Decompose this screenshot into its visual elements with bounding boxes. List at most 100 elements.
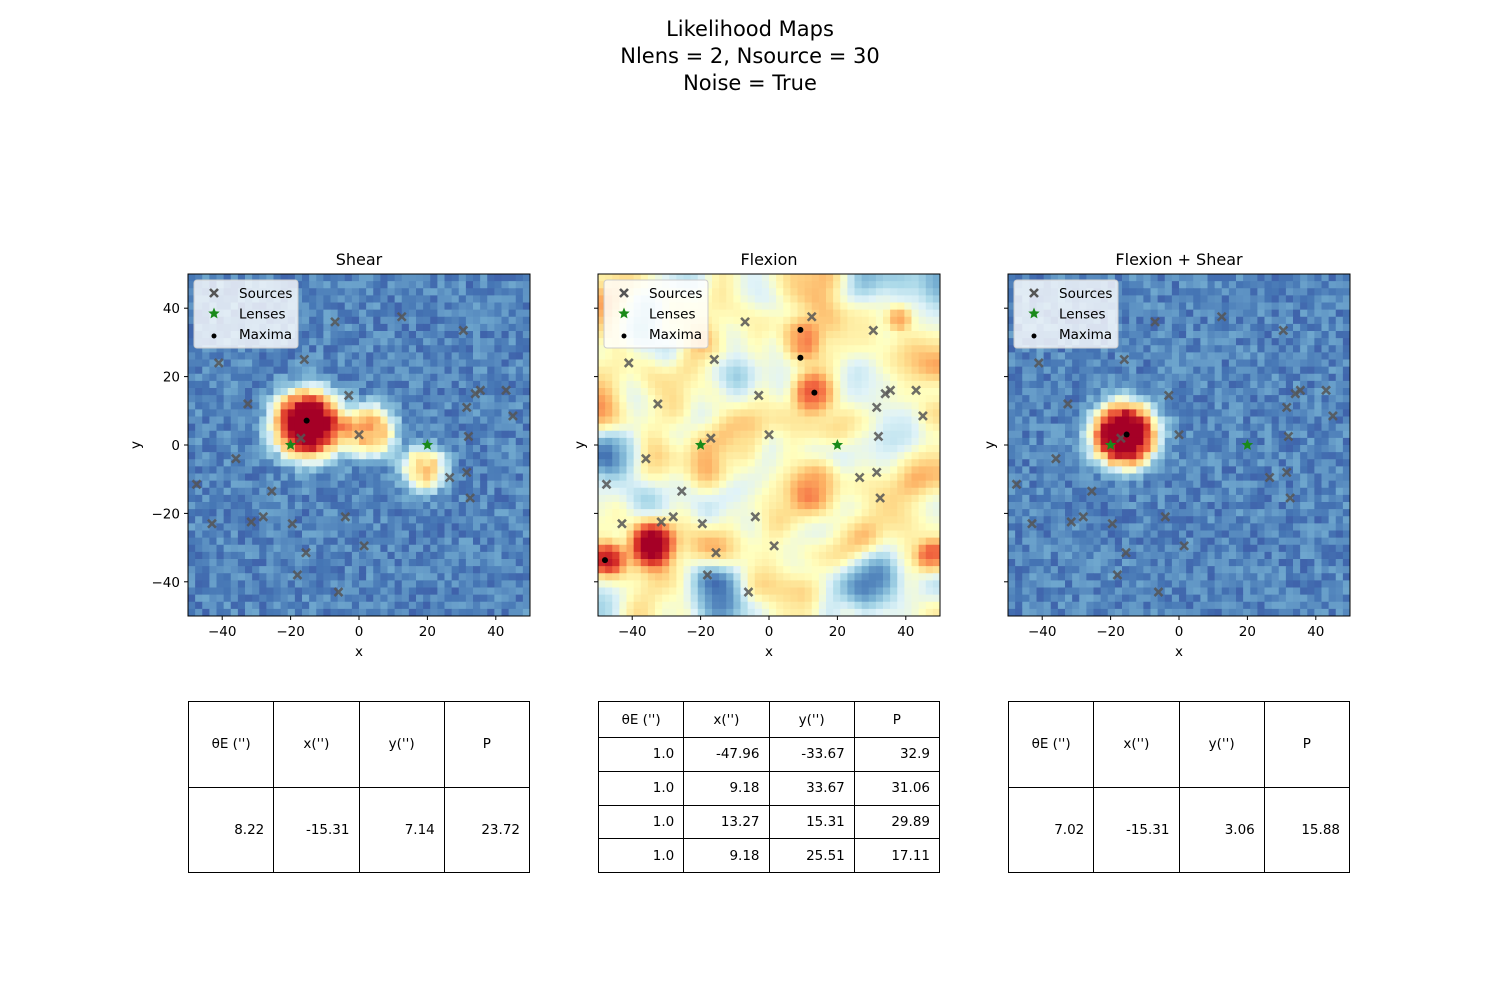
- heatmap-cell: [1100, 274, 1109, 282]
- heatmap-cell: [294, 502, 303, 510]
- heatmap-cell: [423, 452, 431, 460]
- heatmap-cell: [494, 487, 502, 496]
- heatmap-cell: [833, 537, 841, 546]
- heatmap-cell: [633, 459, 642, 467]
- heatmap-cell: [861, 537, 870, 546]
- heatmap-cell: [633, 352, 642, 360]
- heatmap-cell: [230, 466, 239, 474]
- heatmap-cell: [761, 430, 770, 439]
- heatmap-cell: [273, 388, 282, 396]
- heatmap-cell: [188, 309, 196, 318]
- heatmap-cell: [458, 430, 467, 439]
- heatmap-cell: [797, 295, 806, 303]
- heatmap-cell: [712, 587, 720, 596]
- heatmap-cell: [259, 530, 267, 539]
- heatmap-cell: [330, 480, 339, 489]
- heatmap-cell: [280, 395, 289, 403]
- heatmap-cell: [683, 516, 692, 524]
- heatmap-cell: [740, 423, 749, 432]
- heatmap-cell: [494, 359, 502, 368]
- heatmap-cell: [309, 323, 317, 332]
- legend-sources-marker: [209, 288, 219, 298]
- heatmap-cell: [612, 523, 620, 531]
- heatmap-cell: [337, 544, 346, 553]
- heatmap-cell: [868, 530, 877, 539]
- heatmap-cell: [522, 608, 531, 617]
- heatmap-cell: [245, 530, 253, 539]
- heatmap-cell: [195, 594, 203, 603]
- heatmap-cell: [458, 459, 467, 467]
- heatmap-cell: [790, 601, 798, 610]
- heatmap-cell: [932, 559, 941, 567]
- heatmap-cell: [487, 373, 495, 382]
- heatmap-cell: [188, 487, 196, 496]
- heatmap-cell: [1335, 288, 1344, 296]
- heatmap-cell: [783, 608, 791, 617]
- heatmap-cell: [444, 445, 453, 453]
- heatmap-cell: [380, 430, 388, 439]
- heatmap-cell: [790, 366, 798, 375]
- heatmap-cell: [337, 459, 346, 467]
- heatmap-cell: [911, 445, 920, 453]
- heatmap-cell: [1122, 281, 1130, 289]
- heatmap-cell: [1136, 288, 1144, 296]
- heatmap-cell: [444, 587, 453, 596]
- heatmap-cell: [387, 352, 396, 360]
- heatmap-cell: [1257, 302, 1265, 311]
- heatmap-cell: [302, 409, 310, 417]
- heatmap-cell: [868, 466, 877, 474]
- heatmap-cell: [626, 587, 635, 596]
- heatmap-cell: [904, 523, 912, 531]
- heatmap-cell: [669, 573, 677, 581]
- heatmap-cell: [1328, 302, 1337, 311]
- heatmap-cell: [605, 494, 613, 503]
- y-tick-label: 20: [163, 370, 180, 386]
- heatmap-cell: [783, 523, 791, 531]
- heatmap-cell: [394, 544, 403, 553]
- heatmap-cell: [605, 373, 613, 382]
- heatmap-cell: [719, 551, 727, 560]
- heatmap-cell: [359, 473, 367, 482]
- heatmap-cell: [337, 416, 346, 425]
- heatmap-cell: [861, 523, 870, 531]
- legend-lenses-marker: [618, 307, 630, 319]
- heatmap-cell: [451, 523, 460, 531]
- heatmap-cell: [458, 331, 467, 339]
- heatmap-cell: [508, 580, 517, 588]
- heatmap-cell: [904, 373, 912, 382]
- heatmap-cell: [330, 359, 339, 368]
- heatmap-cell: [761, 537, 770, 546]
- heatmap-cell: [776, 302, 784, 311]
- heatmap-cell: [712, 274, 720, 282]
- heatmap-cell: [868, 395, 877, 403]
- heatmap-cell: [826, 480, 834, 489]
- heatmap-cell: [797, 373, 806, 382]
- heatmap-cell: [826, 388, 834, 396]
- heatmap-cell: [380, 559, 388, 567]
- heatmap-cell: [287, 473, 296, 482]
- heatmap-cell: [202, 608, 210, 617]
- heatmap-cell: [344, 544, 353, 553]
- heatmap-cell: [323, 295, 331, 303]
- heatmap-cell: [598, 416, 606, 425]
- heatmap-cell: [754, 309, 763, 318]
- heatmap-cell: [640, 388, 649, 396]
- heatmap-cell: [676, 551, 684, 560]
- heatmap-cell: [640, 594, 649, 603]
- heatmap-cell: [309, 473, 317, 482]
- heatmap-cell: [423, 566, 431, 574]
- heatmap-cell: [818, 544, 827, 553]
- heatmap-cell: [451, 494, 460, 503]
- heatmap-cell: [188, 459, 196, 467]
- heatmap-cell: [252, 487, 260, 496]
- heatmap-cell: [323, 587, 331, 596]
- heatmap-cell: [287, 402, 296, 410]
- heatmap-cell: [1072, 274, 1080, 282]
- heatmap-cell: [740, 573, 749, 581]
- heatmap-cell: [1293, 288, 1301, 296]
- heatmap-cell: [209, 594, 217, 603]
- heatmap-cell: [619, 437, 627, 446]
- heatmap-cell: [230, 416, 239, 425]
- heatmap-cell: [712, 516, 720, 524]
- heatmap-cell: [769, 494, 777, 503]
